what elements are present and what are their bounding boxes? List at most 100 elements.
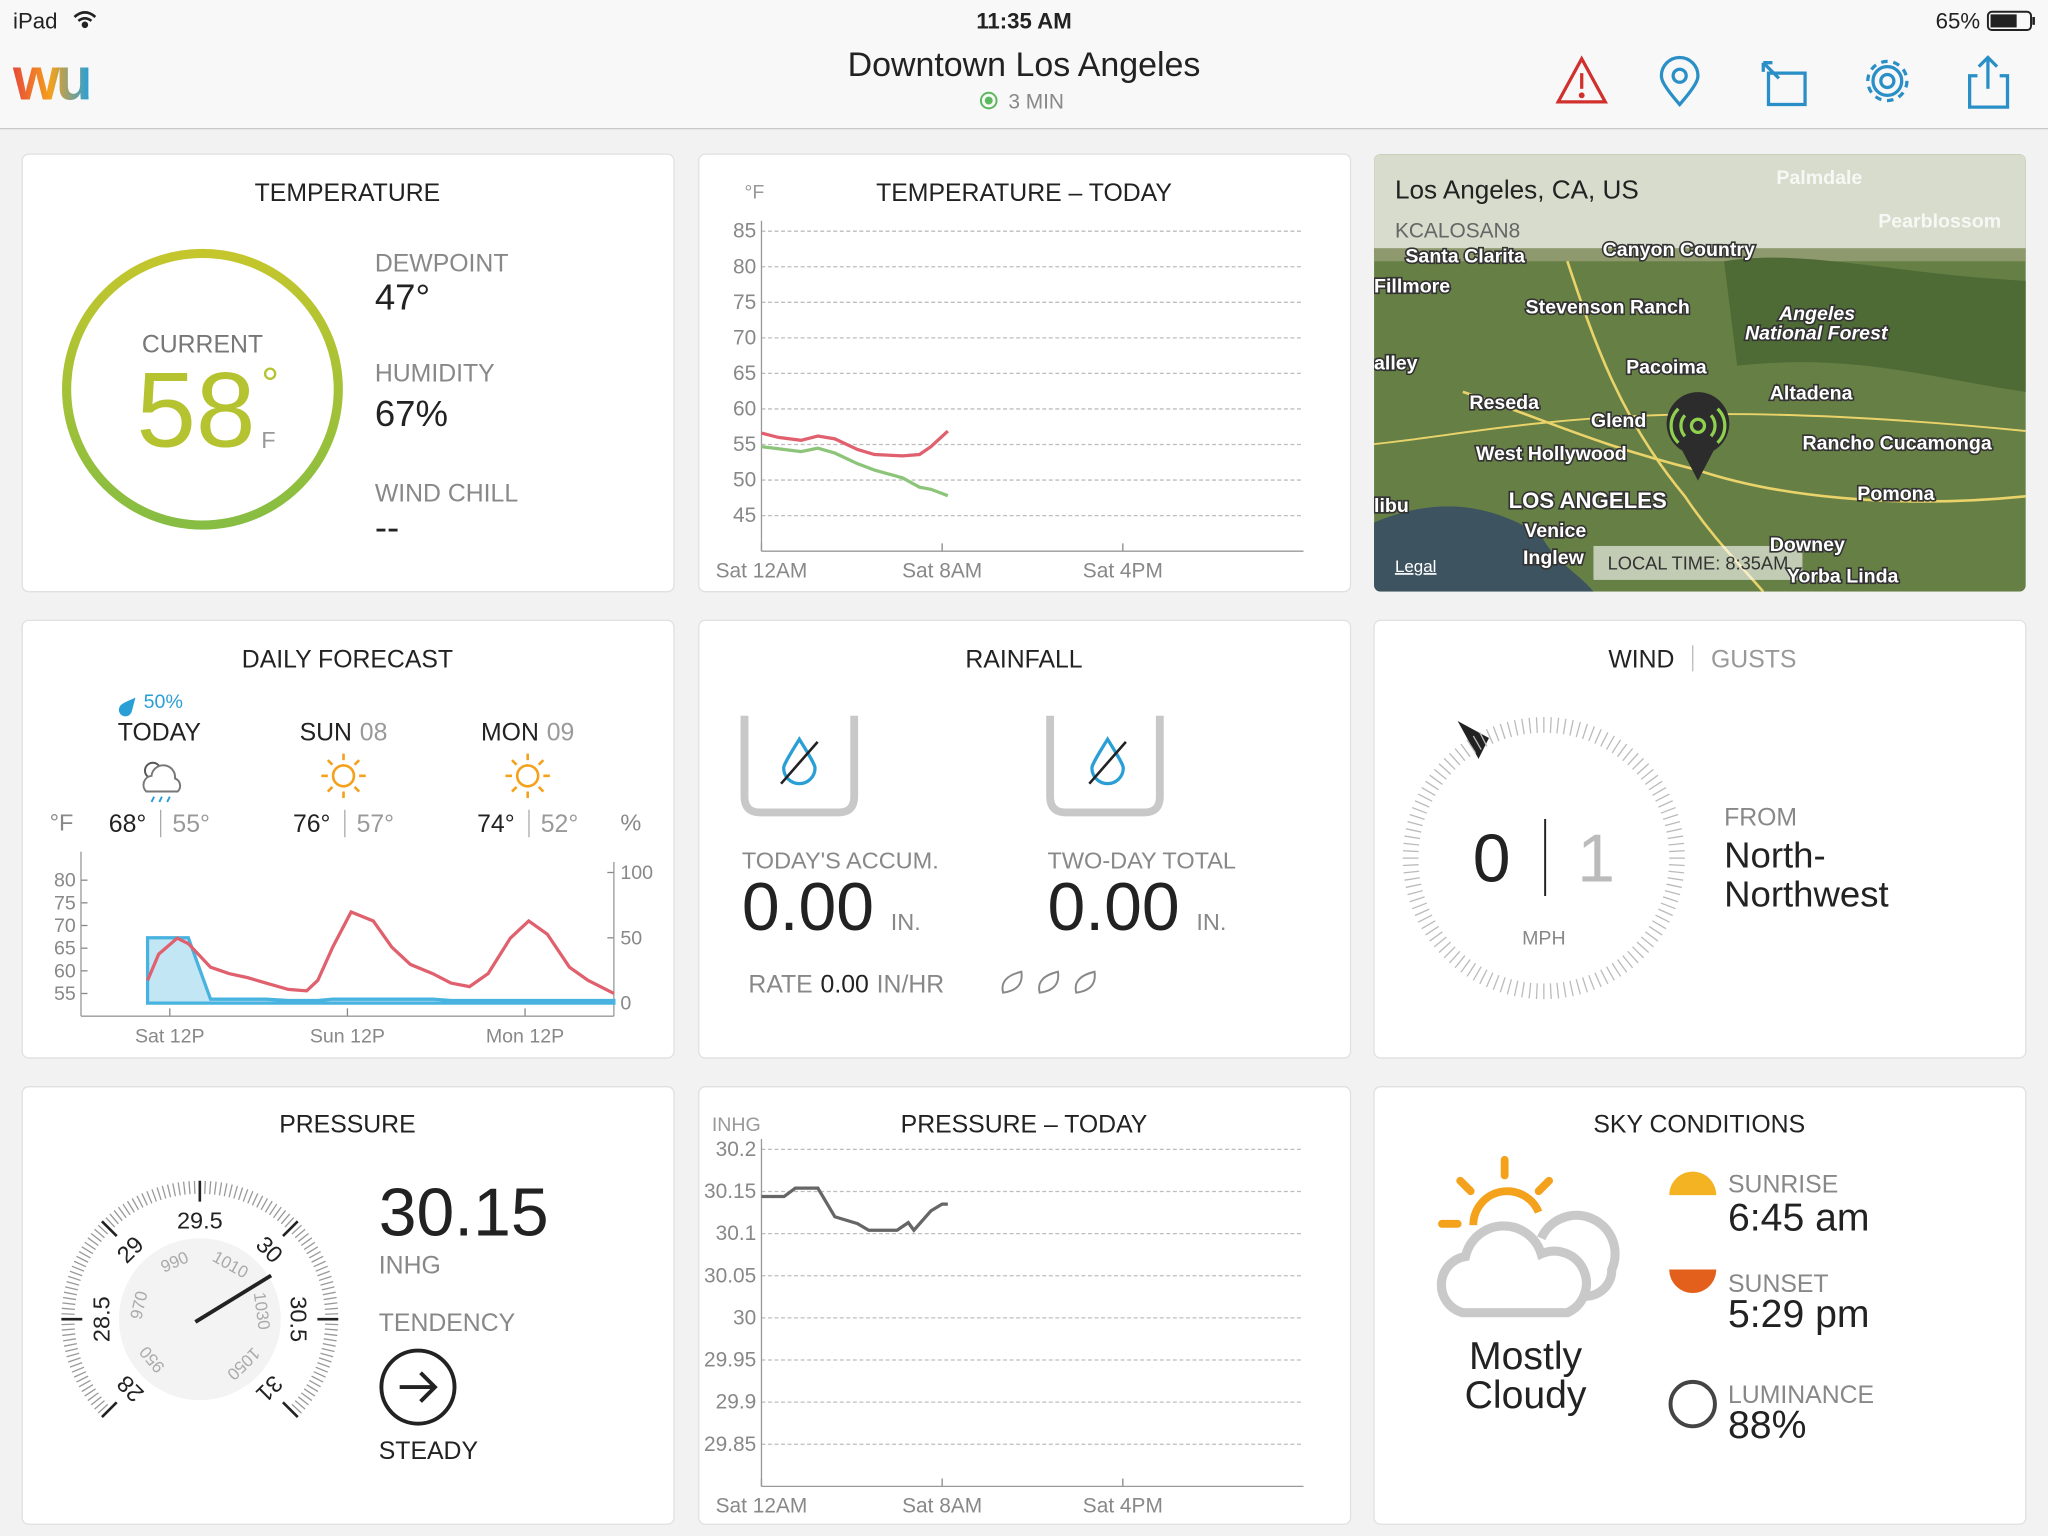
map-place-label: LOS ANGELES xyxy=(1509,488,1667,513)
y2-tick-label: 0 xyxy=(620,993,631,1015)
map-place-label: Stevenson Ranch xyxy=(1526,296,1690,318)
map-place-label: Yorba Linda xyxy=(1787,566,1900,588)
low: 52° xyxy=(541,811,579,838)
rate-label: RATE xyxy=(748,972,812,999)
title: SKY CONDITIONS xyxy=(1593,1111,1805,1138)
gauge-tick xyxy=(297,1396,309,1406)
x-tick-label: Sat 12AM xyxy=(716,559,808,582)
precip-chance: 50% xyxy=(144,691,183,713)
gauge-tick xyxy=(61,1313,75,1315)
date: 08 xyxy=(360,720,388,747)
map[interactable] xyxy=(1374,154,2026,592)
gauge-tick xyxy=(242,1189,249,1202)
dial-tick xyxy=(1627,752,1639,766)
status-dot xyxy=(979,91,998,110)
weather-icon xyxy=(150,796,171,803)
legal: Legal xyxy=(1395,557,1437,576)
map-ocean xyxy=(1374,506,1594,592)
gusts: 1 xyxy=(1577,822,1615,897)
sunrise-icon xyxy=(1669,1171,1717,1196)
sunset-icon xyxy=(1669,1269,1717,1294)
dial-tick xyxy=(1528,717,1532,734)
gauge-tick xyxy=(67,1357,81,1363)
dial-tick xyxy=(1562,981,1567,998)
weather-icon xyxy=(326,759,334,766)
gauge-tick xyxy=(65,1286,79,1291)
y-tick-label: 65 xyxy=(54,938,76,960)
dial-tick xyxy=(1448,950,1461,964)
y-tick-label: 29.85 xyxy=(704,1433,756,1456)
gauge-tick xyxy=(284,1217,295,1228)
luminance-icon xyxy=(1668,1379,1717,1429)
dewpoint: 47° xyxy=(375,277,430,318)
card xyxy=(698,619,1352,1059)
dial-tick xyxy=(1472,735,1482,750)
tendency-label: TENDENCY xyxy=(379,1310,515,1337)
gauge-tick xyxy=(177,1182,181,1196)
x-tick-label: Sun 12P xyxy=(310,1025,385,1047)
dial-tick xyxy=(1669,864,1685,867)
y-tick-label: 30 xyxy=(733,1306,756,1329)
station-pin[interactable] xyxy=(1666,392,1730,481)
y-tick-label: 29.9 xyxy=(716,1391,757,1414)
y-tick-label: 30.2 xyxy=(716,1138,757,1161)
gauge-tick xyxy=(62,1333,76,1337)
gauge-tick xyxy=(325,1313,339,1315)
date: 09 xyxy=(547,720,575,747)
map-road xyxy=(1462,390,2026,503)
dial-tick xyxy=(1409,813,1425,820)
gauge-tick xyxy=(291,1403,302,1414)
map-road xyxy=(1374,413,2026,446)
unit: MPH xyxy=(1522,927,1566,949)
dial-tick xyxy=(1549,717,1552,733)
day-temps: 76° 57° xyxy=(293,811,394,838)
gauge-tick xyxy=(62,1296,77,1301)
tendency-icon xyxy=(379,1348,457,1426)
day-name: TODAY xyxy=(118,720,201,747)
dial-tick xyxy=(1556,982,1560,999)
gauge-tick xyxy=(320,1352,334,1358)
gauge-tick xyxy=(213,1181,217,1195)
wind-chill: -- xyxy=(375,506,399,547)
direction: North- xyxy=(1724,834,1826,875)
dial-tick xyxy=(1581,977,1589,993)
location-button[interactable] xyxy=(1659,55,1700,107)
alert-button[interactable] xyxy=(1555,55,1608,104)
name: SUN xyxy=(300,720,352,747)
expand-button[interactable] xyxy=(1761,61,1807,107)
gauge-tick xyxy=(172,1183,177,1197)
dial-tick xyxy=(1479,969,1488,985)
dial-tick xyxy=(1402,850,1419,853)
dial-tick xyxy=(1479,732,1488,747)
dial-tick xyxy=(1648,780,1663,791)
day-name: SUN 08 xyxy=(300,720,388,747)
gauge-tick xyxy=(303,1388,316,1397)
dial-tick xyxy=(1443,757,1456,770)
settings-button[interactable] xyxy=(1866,59,1909,103)
gauge-tick xyxy=(62,1302,76,1306)
gauge-tick xyxy=(81,1384,94,1393)
high: 74° xyxy=(477,811,515,838)
station-id: KCALOSAN8 xyxy=(1395,220,1520,243)
station-pin xyxy=(1689,417,1707,434)
dial-tick xyxy=(1448,752,1461,766)
dial-tick xyxy=(1433,936,1447,948)
share-button[interactable] xyxy=(1967,55,2010,109)
dial-tick xyxy=(1652,920,1667,930)
gauge-tick xyxy=(306,1246,319,1255)
gauge-tick xyxy=(97,1403,109,1414)
local-time: LOCAL TIME: 8:35AM xyxy=(1608,552,1789,573)
dial-tick xyxy=(1666,828,1682,833)
y-tick-label: 50 xyxy=(733,469,756,492)
logo: wu xyxy=(12,45,89,112)
gauge-tick xyxy=(256,1195,264,1208)
condition: Cloudy xyxy=(1465,1374,1587,1417)
dial-tick xyxy=(1411,806,1428,814)
gauge-tick xyxy=(282,1220,299,1237)
x-tick-label: Mon 12P xyxy=(486,1025,564,1047)
dial-tick xyxy=(1575,979,1581,995)
gauge-tick xyxy=(306,1384,319,1393)
gauge-tick xyxy=(322,1343,336,1347)
gauge-label: 29.5 xyxy=(177,1208,223,1234)
